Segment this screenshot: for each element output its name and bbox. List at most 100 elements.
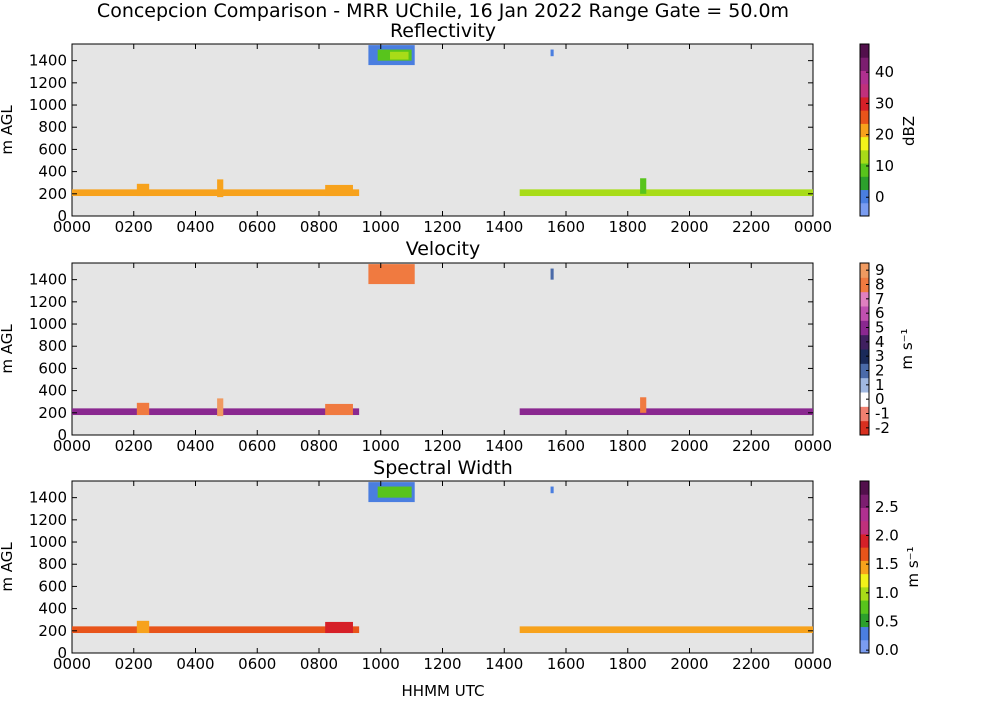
colorbar-tick-label: 40 [875, 63, 894, 81]
y-tick-label: 200 [38, 185, 67, 203]
colorbar-segment [860, 520, 869, 535]
colorbar-tick-label: 9 [875, 261, 885, 279]
colorbar-segment [860, 334, 869, 350]
data-cell [325, 403, 353, 416]
y-tick-label: 800 [38, 555, 67, 573]
panel-title-spectral-width: Spectral Width [373, 457, 513, 479]
colorbar-segment [860, 70, 869, 85]
data-cell [550, 268, 554, 280]
colorbar-segment [860, 547, 869, 561]
colorbar-segment [860, 291, 869, 307]
data-cell [550, 486, 554, 494]
x-axis-label: HHMM UTC [402, 682, 485, 700]
y-tick-label: 200 [38, 404, 67, 422]
y-tick-label: 1400 [29, 271, 67, 289]
colorbar-segment [860, 639, 869, 654]
colorbar-segment [860, 202, 869, 217]
data-cell [217, 179, 224, 198]
y-tick-label: 1200 [29, 293, 67, 311]
y-tick-label: 800 [38, 337, 67, 355]
colorbar-segment [860, 110, 869, 124]
colorbar-frame [859, 480, 870, 654]
colorbar-segment [860, 573, 869, 588]
x-tick-label: 0400 [176, 218, 214, 236]
x-tick-label: 0600 [238, 655, 276, 673]
data-cell [72, 408, 360, 416]
colorbar-tick-label: 2.0 [875, 526, 899, 544]
y-tick-label: 400 [38, 163, 67, 181]
data-cell [519, 408, 813, 416]
data-cell [136, 402, 150, 416]
data-cell [325, 621, 353, 634]
data-cell [519, 189, 813, 197]
x-tick-label: 1000 [362, 437, 400, 455]
data-cell [325, 184, 353, 197]
x-tick-label: 0400 [176, 437, 214, 455]
panel-velocity: Velocity 0000 0200 0400 0600 0800 1000 1200 140… [0, 238, 916, 455]
colorbar-tick-label: 1.0 [875, 584, 899, 602]
colorbar-segment [860, 533, 869, 548]
data-cell [217, 398, 224, 417]
x-tick-label: 0800 [300, 218, 338, 236]
colorbar-tick-label: 0 [875, 188, 885, 206]
x-tick-label: 0000 [794, 218, 832, 236]
colorbar-tick-label: 0.0 [875, 641, 899, 659]
colorbar-tick-label: -1 [875, 405, 890, 423]
colorbar-label-spectral-width: m s⁻¹ [904, 546, 922, 587]
data-cell [136, 620, 150, 634]
y-tick-label: 1200 [29, 511, 67, 529]
figure-suptitle: Concepcion Comparison - MRR UChile, 16 J… [97, 0, 789, 22]
x-ticks-velocity: 0000 0200 0400 0600 0800 1000 1200 1400 1600 1800… [53, 263, 832, 455]
x-tick-label: 0600 [238, 218, 276, 236]
y-tick-label: 400 [38, 600, 67, 618]
x-tick-label: 1800 [609, 655, 647, 673]
x-tick-label: 0200 [115, 218, 153, 236]
colorbar-segment [860, 176, 869, 191]
colorbar-segment [860, 494, 869, 508]
data-cell [519, 626, 813, 634]
colorbar-tick-label: 7 [875, 290, 885, 308]
plot-area-velocity [71, 262, 814, 436]
x-tick-label: 2000 [670, 655, 708, 673]
colorbar-segment [860, 420, 869, 436]
y-tick-label: 600 [38, 359, 67, 377]
colorbar-tick-label: 10 [875, 157, 894, 175]
data-cell [390, 51, 409, 60]
x-tick-label: 0600 [238, 437, 276, 455]
y-tick-label: 0 [57, 644, 67, 662]
data-cell [72, 189, 360, 197]
y-tick-label: 600 [38, 577, 67, 595]
colorbar-segment [860, 83, 869, 98]
panel-title-velocity: Velocity [406, 238, 481, 260]
colorbar-segment [860, 123, 869, 138]
x-tick-label: 1200 [423, 218, 461, 236]
y-tick-label: 1000 [29, 315, 67, 333]
colorbar-spectral-width: 0.0 0.5 1.0 1.5 2.0 2.5 [859, 480, 899, 659]
colorbar-segment [860, 277, 869, 293]
x-tick-label: 0000 [53, 655, 91, 673]
y-tick-label: 1400 [29, 52, 67, 70]
data-cell [550, 49, 554, 57]
colorbar-segment [860, 44, 869, 58]
x-tick-label: 0400 [176, 655, 214, 673]
data-cell [72, 626, 360, 634]
y-ticks-reflectivity: 0 200 400 600 800 1000 1200 1400 [29, 52, 813, 225]
y-axis-label-reflectivity: m AGL [0, 105, 16, 155]
x-tick-label: 2000 [670, 437, 708, 455]
y-axis-label-velocity: m AGL [0, 324, 16, 374]
colorbar-segment [860, 560, 869, 575]
colorbar-tick-label: 2.5 [875, 498, 899, 516]
x-tick-label: 1000 [362, 655, 400, 673]
x-ticks-spectral-width: 0000 0200 0400 0600 0800 1000 1200 1400 1600 1800… [53, 481, 832, 673]
colorbar-segment [860, 320, 869, 336]
x-tick-label: 0800 [300, 437, 338, 455]
x-tick-label: 0000 [53, 437, 91, 455]
colorbar-tick-label: -2 [875, 419, 890, 437]
data-cell [640, 178, 647, 194]
x-tick-label: 1400 [485, 437, 523, 455]
colorbar-tick-label: 4 [875, 333, 885, 351]
y-tick-label: 1400 [29, 489, 67, 507]
x-tick-label: 2200 [732, 437, 770, 455]
colorbar-tick-label: 2 [875, 362, 885, 380]
